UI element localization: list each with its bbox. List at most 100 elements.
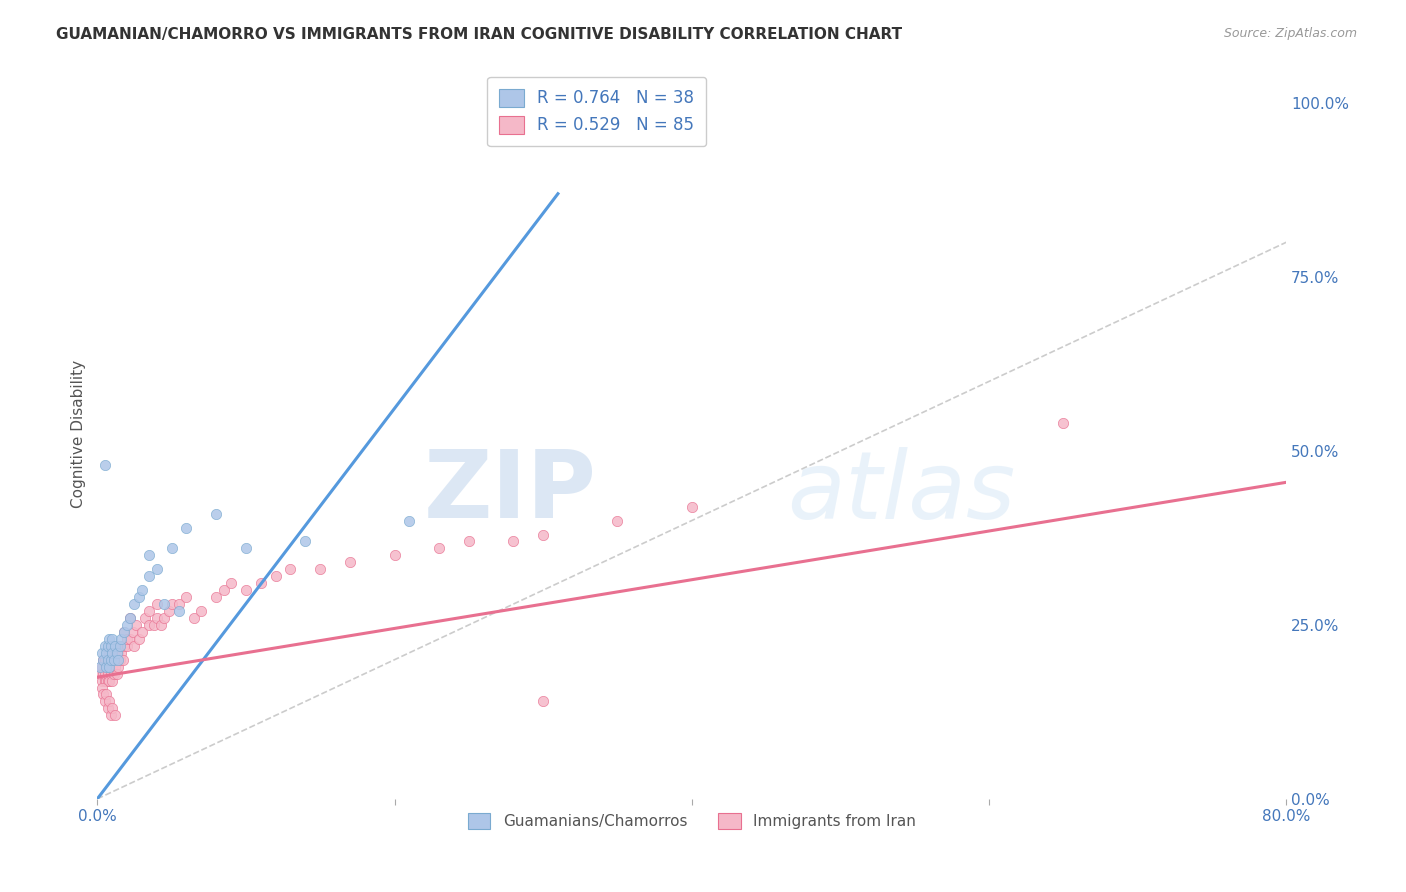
Point xyxy=(96,659,118,673)
Point xyxy=(103,666,125,681)
Point xyxy=(339,555,361,569)
Point xyxy=(146,562,169,576)
Point xyxy=(97,639,120,653)
Point xyxy=(91,653,114,667)
Point xyxy=(160,597,183,611)
Point xyxy=(98,646,121,660)
Point xyxy=(94,639,117,653)
Point xyxy=(138,569,160,583)
Point xyxy=(427,541,450,556)
Point xyxy=(681,500,703,514)
Point xyxy=(398,514,420,528)
Point xyxy=(115,639,138,653)
Point xyxy=(457,534,479,549)
Point xyxy=(190,604,212,618)
Point xyxy=(531,694,554,708)
Point xyxy=(100,666,122,681)
Point xyxy=(128,632,150,646)
Point xyxy=(105,666,128,681)
Point xyxy=(112,624,135,639)
Point xyxy=(101,632,124,646)
Point xyxy=(101,701,124,715)
Point xyxy=(167,604,190,618)
Point xyxy=(160,541,183,556)
Point xyxy=(606,514,628,528)
Point xyxy=(101,646,124,660)
Point xyxy=(104,659,127,673)
Point xyxy=(90,646,112,660)
Point xyxy=(280,562,302,576)
Point xyxy=(97,653,120,667)
Point xyxy=(108,639,131,653)
Point xyxy=(107,646,129,660)
Point xyxy=(105,646,128,660)
Point xyxy=(235,583,257,598)
Point xyxy=(91,688,114,702)
Point xyxy=(108,653,131,667)
Point xyxy=(205,590,228,604)
Point xyxy=(183,611,205,625)
Point xyxy=(138,604,160,618)
Point xyxy=(249,576,271,591)
Point xyxy=(96,673,118,688)
Point xyxy=(1052,416,1074,430)
Point xyxy=(104,639,127,653)
Point xyxy=(97,653,120,667)
Point xyxy=(94,694,117,708)
Point xyxy=(153,597,176,611)
Point xyxy=(100,653,122,667)
Point xyxy=(91,653,114,667)
Point xyxy=(97,701,120,715)
Point xyxy=(96,688,118,702)
Point xyxy=(118,611,141,625)
Text: atlas: atlas xyxy=(787,447,1015,538)
Point xyxy=(100,639,122,653)
Point xyxy=(205,507,228,521)
Point xyxy=(167,597,190,611)
Point xyxy=(128,590,150,604)
Point xyxy=(146,597,169,611)
Point xyxy=(122,624,145,639)
Point xyxy=(118,611,141,625)
Y-axis label: Cognitive Disability: Cognitive Disability xyxy=(72,359,86,508)
Point xyxy=(90,659,112,673)
Point xyxy=(112,639,135,653)
Text: GUAMANIAN/CHAMORRO VS IMMIGRANTS FROM IRAN COGNITIVE DISABILITY CORRELATION CHAR: GUAMANIAN/CHAMORRO VS IMMIGRANTS FROM IR… xyxy=(56,27,903,42)
Point xyxy=(101,659,124,673)
Point xyxy=(264,569,287,583)
Point xyxy=(115,632,138,646)
Point xyxy=(103,653,125,667)
Point xyxy=(502,534,524,549)
Point xyxy=(111,653,134,667)
Point xyxy=(98,659,121,673)
Point xyxy=(138,549,160,563)
Point xyxy=(157,604,180,618)
Point xyxy=(115,618,138,632)
Point xyxy=(101,646,124,660)
Point xyxy=(89,659,111,673)
Point xyxy=(294,534,316,549)
Point xyxy=(97,666,120,681)
Point xyxy=(124,597,146,611)
Legend: Guamanians/Chamorros, Immigrants from Iran: Guamanians/Chamorros, Immigrants from Ir… xyxy=(461,806,922,835)
Point xyxy=(309,562,332,576)
Point xyxy=(125,618,148,632)
Point xyxy=(212,583,235,598)
Point xyxy=(219,576,242,591)
Point xyxy=(176,520,198,534)
Point xyxy=(100,653,122,667)
Point xyxy=(96,646,118,660)
Point xyxy=(110,632,132,646)
Point xyxy=(153,611,176,625)
Point xyxy=(103,653,125,667)
Point xyxy=(150,618,173,632)
Point xyxy=(108,639,131,653)
Point xyxy=(94,458,117,472)
Point xyxy=(124,639,146,653)
Point xyxy=(176,590,198,604)
Point xyxy=(101,673,124,688)
Point xyxy=(146,611,169,625)
Point xyxy=(531,527,554,541)
Point xyxy=(98,632,121,646)
Point xyxy=(131,583,153,598)
